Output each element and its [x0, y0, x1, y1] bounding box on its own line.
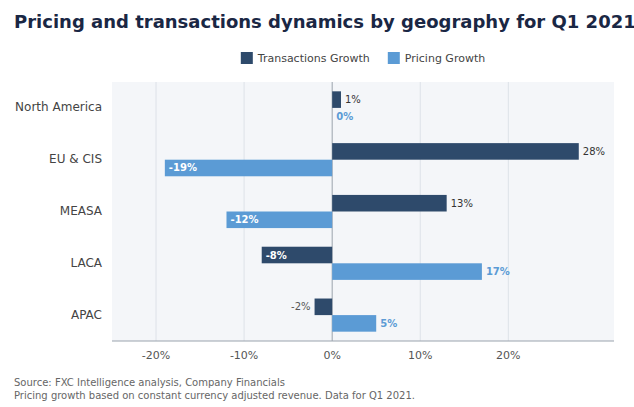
category-label: APAC — [71, 308, 102, 322]
data-label: 17% — [486, 266, 510, 277]
data-label: 13% — [451, 198, 473, 209]
data-label: 5% — [380, 318, 397, 329]
bar — [226, 212, 332, 229]
legend-swatch — [241, 52, 253, 64]
x-tick-label: 20% — [496, 349, 520, 362]
data-label: 0% — [336, 111, 353, 122]
legend-item: Pricing Growth — [388, 52, 485, 65]
bar — [332, 91, 341, 108]
bar — [315, 299, 333, 316]
category-label: LACA — [70, 256, 102, 270]
data-label: -2% — [291, 301, 310, 312]
category-label: EU & CIS — [49, 152, 102, 166]
x-tick-label: -10% — [230, 349, 258, 362]
data-label: -12% — [230, 214, 258, 225]
annotation: Source: FXC Intelligence analysis, Compa… — [14, 377, 415, 401]
chart: -20% -10% 0% 10% 20% North America EU & CIS MEA… — [0, 0, 634, 407]
category-label: North America — [15, 100, 102, 114]
category-label: MEASA — [60, 204, 103, 218]
title: Pricing and transactions dynamics by geo… — [14, 11, 634, 32]
x-axis-line — [112, 341, 614, 342]
grid-line — [508, 82, 509, 341]
legend-swatch — [388, 52, 400, 64]
legend-label: Pricing Growth — [405, 52, 485, 65]
x-tick-label: 0% — [323, 349, 340, 362]
bar — [332, 195, 446, 212]
plot-background — [112, 82, 614, 341]
legend-item: Transactions Growth — [241, 52, 370, 65]
bar — [332, 108, 333, 125]
bars — [165, 91, 579, 331]
legend-label: Transactions Growth — [257, 52, 370, 65]
data-label: -8% — [266, 250, 287, 261]
bar — [332, 143, 579, 160]
bar — [332, 315, 376, 332]
data-label: 28% — [583, 146, 605, 157]
legend: Transactions Growth Pricing Growth — [241, 52, 485, 65]
x-tick-label: 10% — [408, 349, 432, 362]
data-label: 1% — [345, 94, 361, 105]
bar — [262, 247, 332, 264]
data-label: -19% — [169, 162, 197, 173]
bar — [165, 160, 332, 177]
bar — [332, 263, 482, 280]
grid-line — [156, 82, 157, 341]
x-tick-label: -20% — [142, 349, 170, 362]
